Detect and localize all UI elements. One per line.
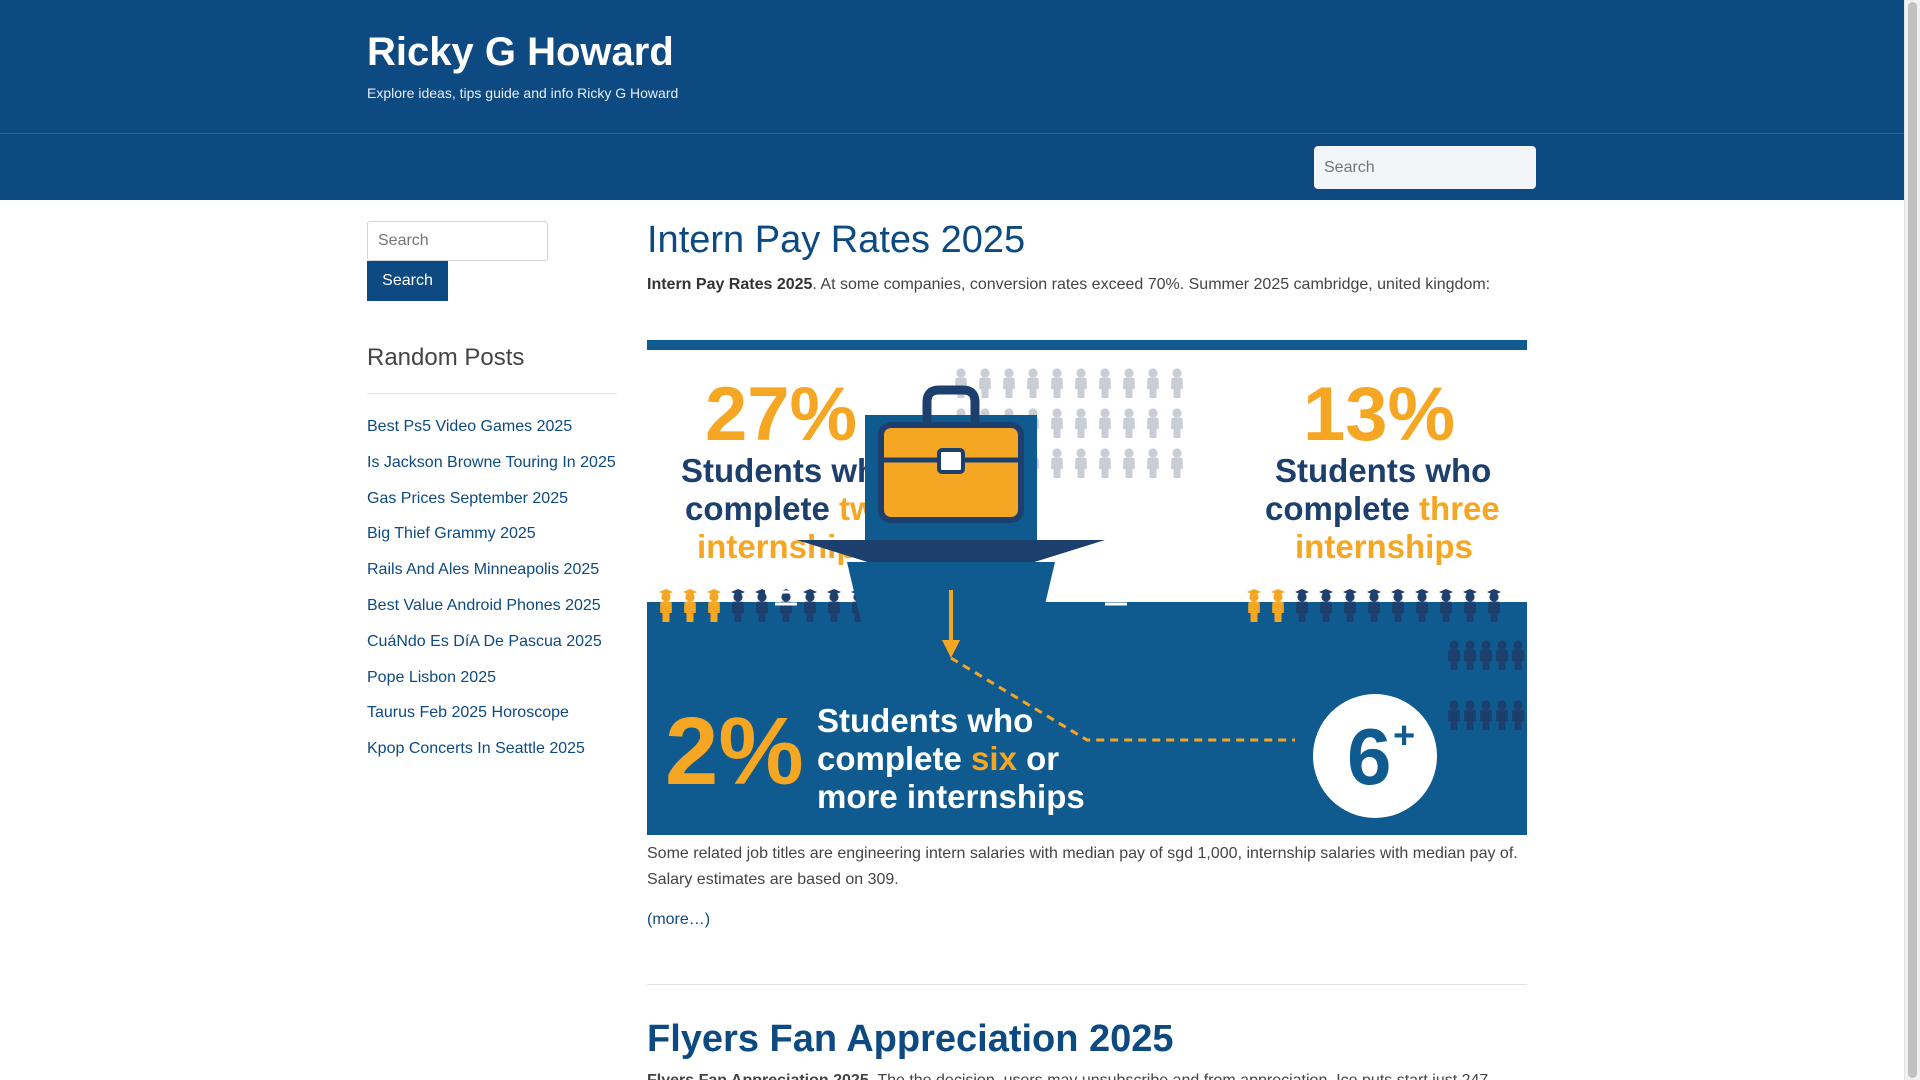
post-divider	[647, 984, 1527, 985]
random-post-link[interactable]: CuáNdo Es DíA De Pascua 2025	[367, 632, 602, 650]
decorative-lines	[755, 578, 1147, 606]
random-post-link[interactable]: Is Jackson Browne Touring In 2025	[367, 453, 616, 471]
stat-three-line2-b: three	[1419, 490, 1500, 527]
stat-six-percent: 2%	[665, 698, 804, 805]
list-item: Taurus Feb 2025 Horoscope	[367, 703, 616, 739]
random-post-link[interactable]: Rails And Ales Minneapolis 2025	[367, 561, 600, 579]
stat-six-line2-b: six	[971, 740, 1018, 777]
post-excerpt-bold: Intern Pay Rates 2025	[647, 276, 813, 293]
random-post-link[interactable]: Kpop Concerts In Seattle 2025	[367, 740, 585, 758]
post-excerpt-bold: Flyers Fan Appreciation 2025	[647, 1072, 869, 1080]
stat-three-line3: internships	[1295, 528, 1473, 565]
site-tagline: Explore ideas, tips guide and info Ricky…	[367, 85, 679, 101]
graduation-cap-icon	[797, 540, 1105, 658]
stat-three-line2: complete three	[1265, 490, 1500, 527]
post-title[interactable]: Intern Pay Rates 2025	[647, 219, 1026, 261]
list-item: Rails And Ales Minneapolis 2025	[367, 560, 616, 596]
stat-six-line2-c: or	[1017, 740, 1059, 777]
post-body: Some related job titles are engineering …	[647, 845, 1518, 888]
list-item: Is Jackson Browne Touring In 2025	[367, 453, 616, 489]
stat-two-line1: Students who	[681, 452, 897, 489]
list-item: Gas Prices September 2025	[367, 489, 616, 525]
post-excerpt-text: . The the decision, users may unsubscrib…	[869, 1072, 1493, 1080]
internship-infographic: 27% Students who complete two internship…	[647, 340, 1527, 835]
badge-number: 6	[1347, 712, 1392, 801]
list-item: Big Thief Grammy 2025	[367, 524, 616, 560]
widget-divider	[367, 393, 617, 394]
post-excerpt-text: . At some companies, conversion rates ex…	[812, 276, 1491, 293]
site-header: Ricky G Howard Explore ideas, tips guide…	[0, 0, 1904, 134]
list-item: Pope Lisbon 2025	[367, 668, 616, 704]
post-title[interactable]: Flyers Fan Appreciation 2025	[647, 1018, 1174, 1060]
random-post-link[interactable]: Taurus Feb 2025 Horoscope	[367, 704, 569, 722]
random-posts-title: Random Posts	[367, 344, 525, 371]
random-post-link[interactable]: Best Value Android Phones 2025	[367, 596, 601, 614]
sidebar-search-input[interactable]	[367, 221, 548, 261]
stat-three-line2-a: complete	[1265, 490, 1419, 527]
post-excerpt: Intern Pay Rates 2025. At some companies…	[647, 276, 1490, 294]
stat-six-line2: complete six or	[817, 740, 1059, 777]
post-excerpt: Flyers Fan Appreciation 2025. The the de…	[647, 1072, 1493, 1080]
vertical-scrollbar[interactable]	[1904, 0, 1920, 1080]
nav-bar	[0, 134, 1904, 200]
stat-six-line1: Students who	[817, 702, 1033, 739]
stat-three-percent: 13%	[1303, 372, 1455, 457]
briefcase-icon	[865, 385, 1037, 555]
stat-two-percent: 27%	[705, 372, 857, 457]
random-post-link[interactable]: Best Ps5 Video Games 2025	[367, 418, 573, 435]
random-post-link[interactable]: Pope Lisbon 2025	[367, 668, 496, 686]
list-item: Kpop Concerts In Seattle 2025	[367, 739, 616, 775]
list-item: Best Value Android Phones 2025	[367, 596, 616, 632]
stat-six-line3: more internships	[817, 778, 1085, 815]
infographic-top-bar	[647, 340, 1527, 350]
site-title[interactable]: Ricky G Howard	[367, 30, 674, 74]
list-item: Best Ps5 Video Games 2025	[367, 417, 616, 453]
stat-two-line2: complete two	[685, 490, 896, 527]
six-plus-badge: 6 +	[1313, 694, 1437, 818]
stat-six-line2-a: complete	[817, 740, 971, 777]
sidebar-search-button[interactable]: Search	[367, 261, 448, 301]
random-posts-list: Best Ps5 Video Games 2025 Is Jackson Bro…	[367, 417, 616, 775]
header-search-input[interactable]	[1313, 145, 1537, 190]
random-post-link[interactable]: Big Thief Grammy 2025	[367, 525, 536, 543]
list-item: CuáNdo Es DíA De Pascua 2025	[367, 632, 616, 668]
read-more-link[interactable]: (more…)	[647, 911, 711, 928]
scrollbar-thumb[interactable]	[1908, 2, 1917, 1078]
dashed-connector	[950, 656, 1295, 742]
stat-three-line1: Students who	[1275, 452, 1491, 489]
random-post-link[interactable]: Gas Prices September 2025	[367, 489, 568, 507]
stat-two-line2-a: complete	[685, 490, 839, 527]
badge-plus: +	[1393, 715, 1415, 757]
